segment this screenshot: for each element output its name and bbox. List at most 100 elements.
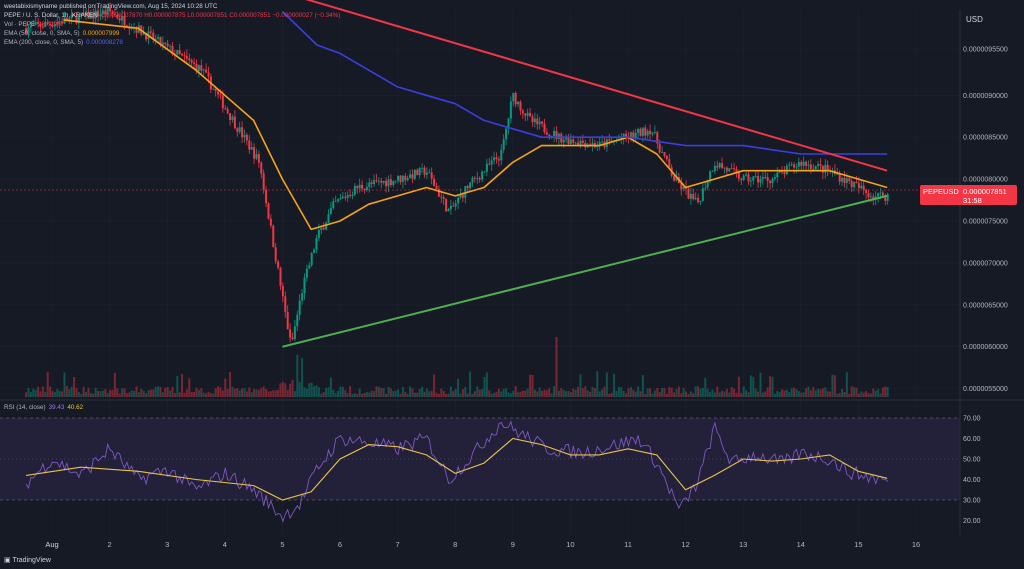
volume-bar [608,393,611,397]
candle-body [212,88,215,90]
candle-body [884,197,887,201]
volume-bar [663,387,666,397]
volume-bar [793,387,796,397]
ema200-line [281,10,888,155]
legend-ema200-value: 0.000008278 [86,39,123,46]
volume-bar [759,372,762,397]
candle-body [512,92,515,102]
candle-body [764,177,767,178]
candle-body [663,152,666,156]
candle-body [437,188,440,197]
volume-bar [853,387,856,397]
candle-body [771,178,774,184]
candle-body [197,65,200,72]
volume-bar [877,389,880,397]
candle-body [89,13,92,19]
time-tick-label: 7 [396,540,400,549]
time-tick-label: 3 [165,540,169,549]
volume-bar [781,389,784,397]
volume-bar [493,393,496,397]
volume-bar [769,376,772,397]
volume-bar [610,392,613,397]
candle-body [713,165,716,172]
tradingview-logo[interactable]: ▣ TradingView [4,556,51,564]
volume-bar [773,393,776,397]
candle-body [289,329,292,338]
volume-bar [92,393,95,397]
volume-bar [457,378,460,397]
volume-bar [536,391,539,397]
volume-bar [425,388,428,397]
volume-bar [591,386,594,397]
volume-bar [85,391,88,397]
volume-bar [562,390,565,397]
candle-body [651,133,654,135]
volume-bar [279,383,282,397]
volume-bar [605,372,608,397]
volume-bar [145,393,148,397]
candle-body [721,163,724,168]
candle-body [161,42,164,45]
volume-bar [423,391,426,397]
candle-body [332,201,335,209]
volume-bar [231,386,234,397]
volume-bar [197,389,200,397]
candle-body [493,157,496,161]
candle-body [399,175,402,182]
volume-bar [524,390,527,397]
candle-body [728,168,731,172]
volume-bar [517,392,520,397]
candle-body [529,112,532,117]
volume-bar [277,389,280,397]
candle-body [749,180,752,182]
volume-bar [183,392,186,397]
candle-body [413,169,416,179]
currency-label[interactable]: USD [966,15,983,24]
candle-body [673,175,676,181]
candle-body [329,208,332,215]
volume-bar [745,390,748,397]
candle-body [745,174,748,176]
volume-bar [27,387,30,397]
volume-bar [281,381,284,397]
candle-body [113,13,116,15]
candle-body [706,181,709,188]
candle-body [325,222,328,230]
volume-bar [637,386,640,397]
volume-bar [574,390,577,397]
candle-body [385,180,388,187]
candle-body [361,184,364,189]
volume-bar [325,387,328,397]
volume-bar [817,388,820,397]
candle-body [805,161,808,166]
candle-body [245,134,248,141]
volume-bar [716,386,719,397]
volume-bar [274,390,277,397]
volume-bar [670,387,673,397]
candle-body [709,171,712,182]
volume-bar [579,374,582,397]
volume-bar [337,390,340,397]
price-tag-symbol: PEPEUSD [923,187,959,196]
candle-body [118,18,121,21]
legend-ema50-value: 0.000007999 [82,30,120,37]
legend-symbol-label: PEPE / U. S. Dollar, 1h, KRAKEN [4,12,98,19]
candle-body [394,180,397,182]
volume-bar [51,391,54,397]
volume-bar [226,388,229,397]
candle-body [668,159,671,168]
volume-bar [697,386,700,397]
price-tick-label: 0.0000085000 [963,135,1008,142]
volume-bar [116,388,119,397]
candle-body [675,177,678,181]
volume-bar [29,392,32,397]
candle-body [740,178,743,181]
current-price-tag: PEPEUSD 0.000007851 31:58 [920,185,1017,205]
candle-body [142,32,145,35]
volume-bar [550,393,553,397]
rsi-tick-label: 60.00 [963,436,981,443]
volume-bar [521,390,524,397]
price-tick-label: 0.0000095500 [963,47,1008,54]
candle-body [176,50,179,55]
volume-bar [286,390,289,397]
